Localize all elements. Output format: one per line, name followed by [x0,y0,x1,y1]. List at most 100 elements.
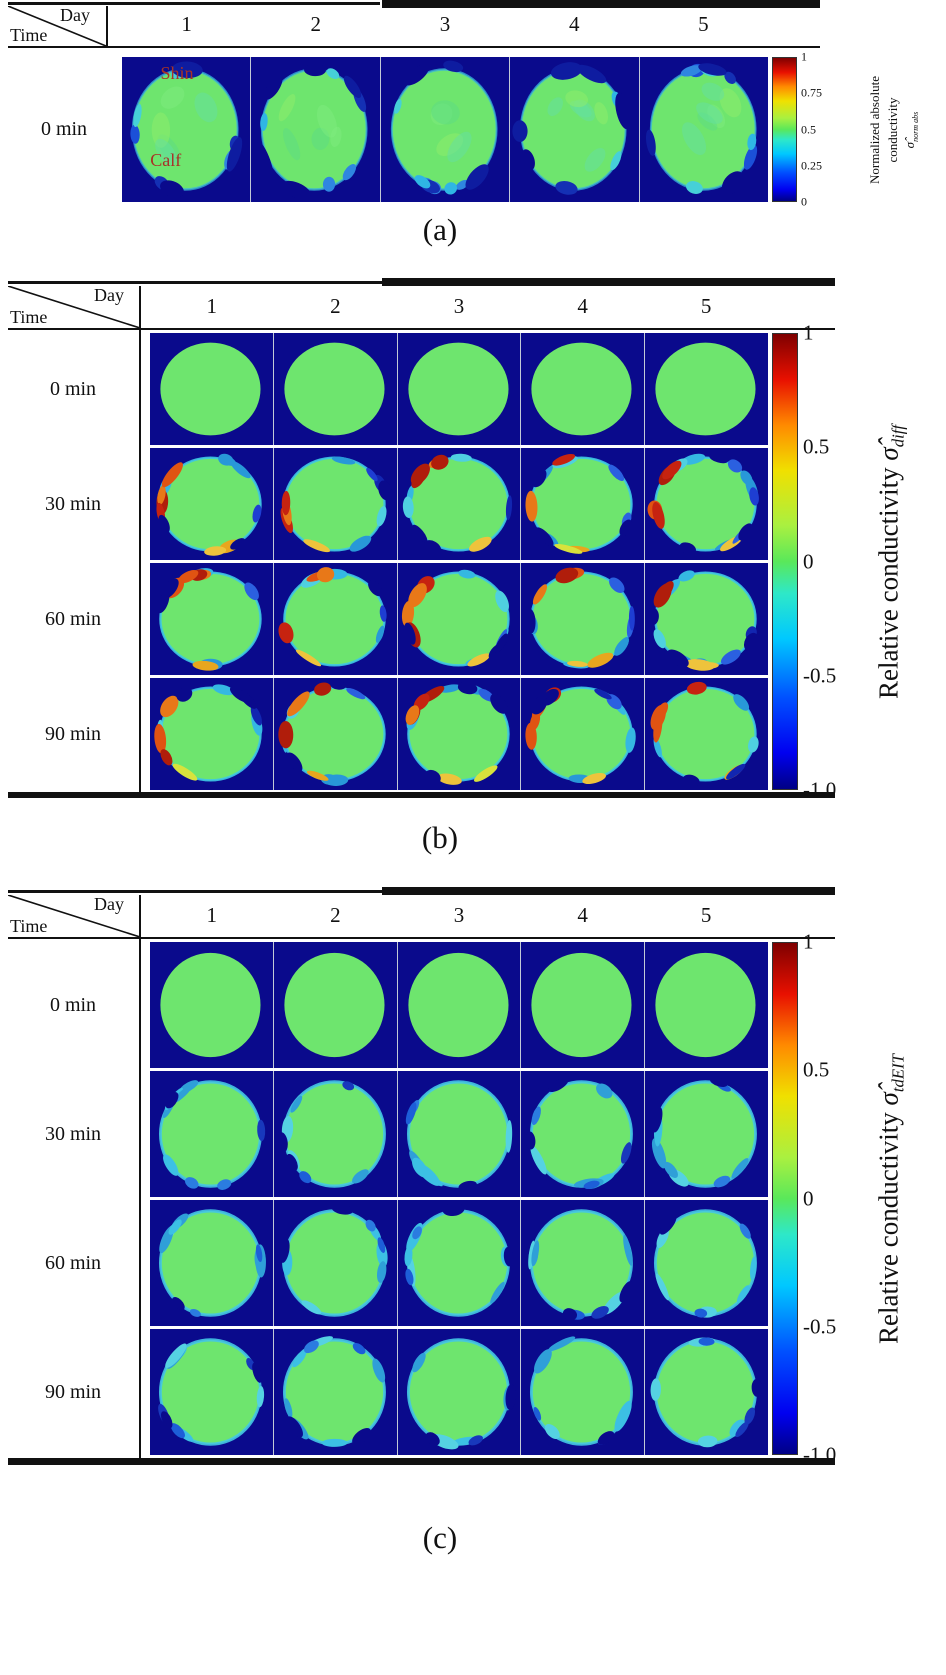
day-label: 1 [206,903,218,927]
corner-time-label: Time [10,916,48,936]
eit-image [150,942,273,1068]
eit-tile [521,1200,645,1326]
eit-image [645,563,768,675]
rule-top-b-left [8,281,382,284]
image-row [150,563,768,675]
eit-image [521,678,645,790]
day-label: 4 [568,12,580,36]
eit-tile [521,942,645,1068]
time-label: 60 min [44,607,102,630]
colorbar-label-a-line2: conductivity [884,97,900,163]
eit-tile [645,1200,768,1326]
time-column-a: 0 min [8,57,120,202]
eit-tile: Shin Calf [122,57,251,202]
image-row: Shin Calf [122,57,769,202]
day-header-b: 1 2 3 4 5 [150,294,768,322]
colorbar-tick: 0 [803,1186,814,1210]
eit-image [273,1071,397,1197]
colorbar-label-b-text: Relative conductivity [873,460,904,699]
corner-time-label: Time [10,307,48,327]
day-label: 5 [698,12,709,36]
colorbar-ticks-c: 1 0.5 0 -0.5 -1.0 [803,930,845,1467]
eit-tile [397,1200,521,1326]
eit-image [521,563,645,675]
day-label: 5 [700,294,712,318]
eit-tile [251,57,380,202]
eit-image [251,57,380,202]
rule-header-c [8,937,835,939]
colorbar-ticks-a: 1 0.75 0.5 0.25 0 [801,50,841,209]
eit-tile [150,563,273,675]
eit-tile [645,942,768,1068]
time-label: 90 min [44,1380,102,1403]
eit-tile [150,448,273,560]
eit-tile [521,678,645,790]
eit-tile [645,333,768,445]
colorbar-c [772,942,798,1455]
eit-image [510,57,639,202]
eit-image [273,1329,397,1455]
colorbar-tick: 0.5 [803,1057,830,1082]
eit-image [150,1200,273,1326]
image-row [150,678,768,790]
eit-tile [645,1329,768,1455]
eit-image [273,448,397,560]
image-row [150,1329,768,1455]
eit-tile [273,448,397,560]
eit-image [397,563,521,675]
eit-image [521,1200,645,1326]
caption-c: (c) [422,1520,458,1555]
corner-day-label: Day [60,5,90,25]
tissue-label: Shin [160,62,194,83]
day-label: 1 [206,294,218,318]
eit-image [397,1200,521,1326]
eit-image [645,448,768,560]
eit-image [521,1329,645,1455]
sigma-hat-symbol: σ̂ [902,141,918,149]
colorbar-b [772,333,798,790]
rule-top-c-left [8,890,382,893]
eit-tile [510,57,639,202]
eit-tile [150,1071,273,1197]
colorbar-label-a: Normalized absolute conductivity σ̂norm … [846,48,942,212]
day-label: 2 [310,12,322,36]
eit-image [397,942,521,1068]
day-label: 2 [330,903,341,927]
eit-tile [150,1329,273,1455]
rule-top-b-right [382,278,835,286]
day-label: 3 [453,294,465,318]
colorbar-ticks-b: 1 0.5 0 -0.5 -1.0 [803,321,845,802]
rule-vertical-c [139,895,141,1461]
time-label: 30 min [44,1122,102,1145]
corner-cell-a: Day Time [8,5,108,46]
diagonal-line [8,286,140,328]
eit-tile [397,448,521,560]
rule-vertical-b [139,286,141,795]
eit-image [150,448,273,560]
corner-time-label: Time [10,25,48,45]
image-grid-b [150,333,768,790]
time-label: 0 min [40,118,88,140]
eit-image [397,678,521,790]
colorbar-a [772,57,797,202]
eit-tile [150,678,273,790]
eit-tile [397,333,521,445]
corner-day-label: Day [94,894,124,914]
eit-image [397,333,521,445]
eit-image [645,333,768,445]
eit-tile [639,57,769,202]
eit-image [645,1329,768,1455]
image-grid-a: Shin Calf [122,57,769,202]
corner-cell-b: Day Time [8,285,140,328]
eit-tile [521,563,645,675]
rule-header-b [8,328,835,330]
eit-tile [273,333,397,445]
eit-tile [273,678,397,790]
image-grid-c [150,942,768,1455]
sigma-hat-symbol: σ̂ [873,446,904,461]
caption-a: (a) [422,212,458,247]
rule-header-a [8,46,820,48]
rule-top-c-right [382,887,835,895]
eit-image [122,57,251,202]
eit-image [273,333,397,445]
